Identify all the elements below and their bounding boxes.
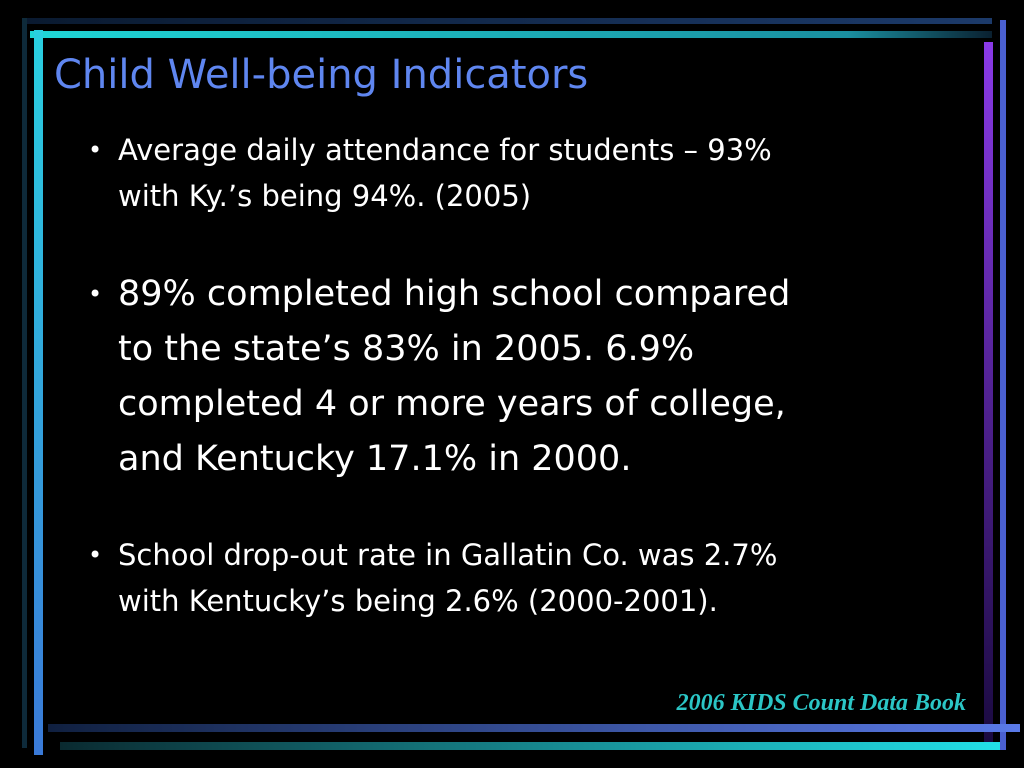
bullet-text: Average daily attendance for students – … [118, 133, 772, 167]
slide-title: Child Well-being Indicators [54, 52, 589, 98]
bullet-text: and Kentucky 17.1% in 2000. [118, 439, 632, 479]
bottom-bar [48, 724, 1020, 732]
bullet-dot: • [88, 279, 103, 308]
bullet-dot: • [88, 540, 103, 569]
left-bar [34, 30, 43, 755]
bullet-text: with Ky.’s being 94%. (2005) [118, 179, 532, 213]
right-bar-blue [1000, 20, 1006, 750]
bullet-text: with Kentucky’s being 2.6% (2000-2001). [118, 584, 718, 618]
source-footer: 2006 KIDS Count Data Book [676, 690, 966, 716]
bullet-text: to the state’s 83% in 2005. 6.9% [118, 329, 695, 369]
left-bar-dark [22, 18, 27, 748]
top-bar [30, 31, 992, 38]
bullet-text: completed 4 or more years of college, [118, 384, 786, 424]
bullet-dot: • [88, 135, 103, 164]
bullet-text: 89% completed high school compared [118, 274, 791, 314]
bottom-bar-cyan [60, 742, 1000, 750]
top-bar-dark [22, 18, 992, 24]
bullet-text: School drop-out rate in Gallatin Co. was… [118, 538, 778, 572]
right-bar [984, 42, 993, 742]
